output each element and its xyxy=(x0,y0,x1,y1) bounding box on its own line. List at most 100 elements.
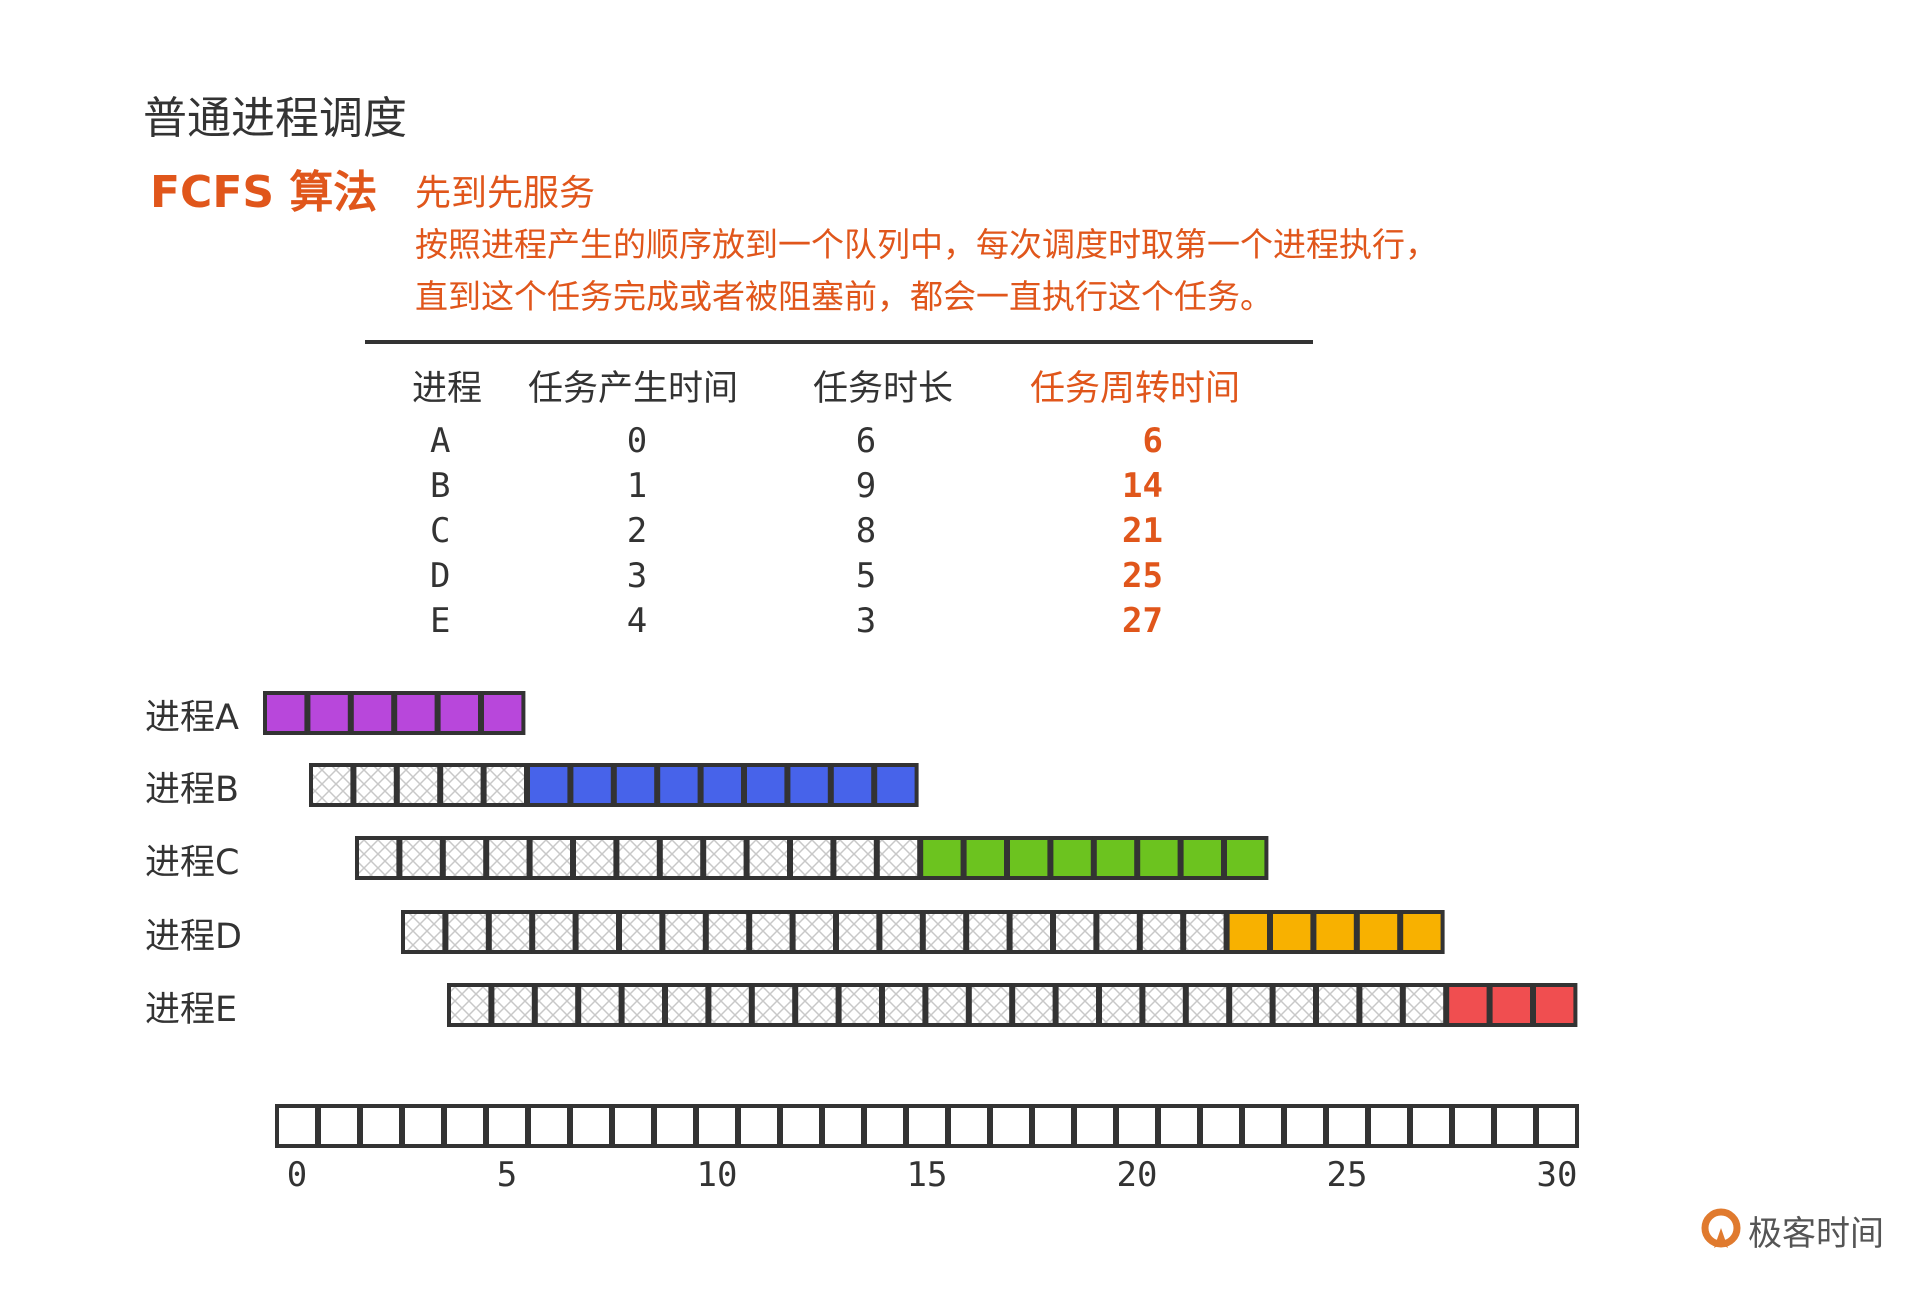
process-label: 进程C xyxy=(145,843,240,883)
wait-cell xyxy=(1182,910,1228,954)
axis-tick-label: 5 xyxy=(496,1155,518,1195)
wait-cell xyxy=(661,910,707,954)
axis-cell xyxy=(821,1104,865,1148)
run-cell xyxy=(1225,910,1271,954)
axis-cell xyxy=(1325,1104,1369,1148)
run-cell xyxy=(743,763,789,807)
run-cell xyxy=(1179,836,1225,880)
cell-turnaround: 27 xyxy=(1122,601,1163,641)
axis-cell xyxy=(1073,1104,1117,1148)
wait-cell xyxy=(702,836,748,880)
axis-cell xyxy=(1031,1104,1075,1148)
wait-cell xyxy=(750,983,797,1027)
wait-cell xyxy=(620,983,666,1027)
cell-turnaround: 25 xyxy=(1122,556,1163,596)
cell-arrival: 0 xyxy=(626,421,648,461)
wait-cell xyxy=(615,836,661,880)
cell-turnaround: 14 xyxy=(1122,466,1163,506)
axis-cell xyxy=(611,1104,655,1148)
cell-process: A xyxy=(430,421,451,461)
axis-cell xyxy=(359,1104,403,1148)
wait-cell xyxy=(1271,983,1317,1027)
cell-turnaround: 6 xyxy=(1142,421,1163,461)
cell-process: D xyxy=(430,556,451,596)
algorithm-subtitle: 先到先服务 xyxy=(415,173,596,214)
cell-arrival: 1 xyxy=(626,466,648,506)
run-cell xyxy=(873,763,919,807)
cell-arrival: 2 xyxy=(626,511,648,551)
wait-cell xyxy=(618,910,664,954)
wait-cell xyxy=(482,763,529,807)
wait-cell xyxy=(1401,983,1448,1027)
cell-duration: 8 xyxy=(855,511,877,551)
wait-cell xyxy=(924,983,970,1027)
logo-text: 极客时间 xyxy=(1748,1214,1884,1254)
run-cell xyxy=(1399,910,1445,954)
cell-arrival: 4 xyxy=(626,601,648,641)
wait-cell xyxy=(398,836,444,880)
run-cell xyxy=(919,836,965,880)
wait-cell xyxy=(533,983,580,1027)
run-cell xyxy=(480,691,526,735)
wait-cell xyxy=(1315,983,1361,1027)
wait-cell xyxy=(745,836,791,880)
axis-tick-label: 10 xyxy=(696,1155,738,1195)
cell-duration: 9 xyxy=(855,466,877,506)
axis-tick-label: 25 xyxy=(1326,1155,1368,1195)
run-cell xyxy=(393,691,439,735)
wait-cell xyxy=(572,836,618,880)
run-cell xyxy=(1312,910,1358,954)
wait-cell xyxy=(1184,983,1231,1027)
wait-cell xyxy=(485,836,531,880)
axis-cell xyxy=(569,1104,613,1148)
axis-tick-label: 30 xyxy=(1536,1155,1578,1195)
wait-cell xyxy=(531,910,577,954)
axis-cell xyxy=(863,1104,907,1148)
wait-cell xyxy=(967,983,1014,1027)
run-cell xyxy=(699,763,745,807)
axis-cell xyxy=(779,1104,823,1148)
wait-cell xyxy=(401,910,447,954)
wait-cell xyxy=(1098,983,1144,1027)
wait-cell xyxy=(577,983,623,1027)
geektime-logo-icon xyxy=(1701,1208,1741,1248)
axis-cell xyxy=(1535,1104,1579,1148)
run-cell xyxy=(1445,983,1491,1027)
wait-cell xyxy=(921,910,968,954)
wait-cell xyxy=(875,836,922,880)
wait-cell xyxy=(309,763,355,807)
wait-cell xyxy=(1011,983,1057,1027)
wait-cell xyxy=(490,983,536,1027)
wait-cell xyxy=(441,836,488,880)
wait-cell xyxy=(1008,910,1054,954)
cell-process: E xyxy=(430,601,451,641)
axis-tick-label: 15 xyxy=(906,1155,948,1195)
wait-cell xyxy=(395,763,442,807)
axis-cell xyxy=(401,1104,445,1148)
wait-cell xyxy=(881,983,927,1027)
run-cell xyxy=(1092,836,1139,880)
run-cell xyxy=(1223,836,1269,880)
wait-cell xyxy=(878,910,924,954)
axis-cell xyxy=(275,1104,319,1148)
cell-arrival: 3 xyxy=(626,556,648,596)
run-cell xyxy=(569,763,615,807)
run-cell xyxy=(656,763,702,807)
run-cell xyxy=(612,763,659,807)
wait-cell xyxy=(1228,983,1274,1027)
run-cell xyxy=(786,763,832,807)
wait-cell xyxy=(664,983,710,1027)
axis-cell xyxy=(1451,1104,1495,1148)
description-line-2: 直到这个任务完成或者被阻塞前，都会一直执行这个任务。 xyxy=(415,277,1273,316)
run-cell xyxy=(962,836,1008,880)
wait-cell xyxy=(658,836,705,880)
process-label: 进程E xyxy=(145,990,238,1030)
header-arrival: 任务产生时间 xyxy=(528,369,739,409)
wait-cell xyxy=(1141,983,1187,1027)
wait-cell xyxy=(574,910,620,954)
axis-cell xyxy=(443,1104,487,1148)
run-cell xyxy=(829,763,876,807)
wait-cell xyxy=(1138,910,1185,954)
header-duration: 任务时长 xyxy=(813,369,954,409)
